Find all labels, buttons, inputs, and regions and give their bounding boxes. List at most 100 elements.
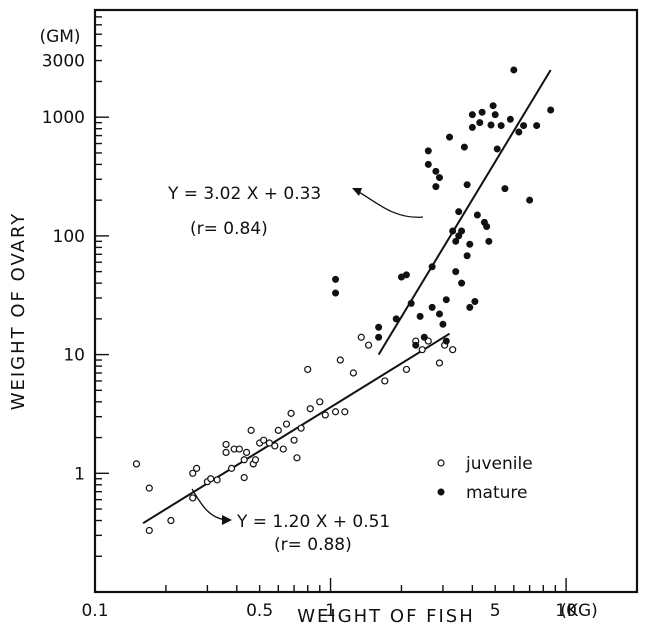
mature-point	[428, 263, 436, 271]
mature-point	[510, 66, 518, 74]
juvenile-point	[331, 408, 340, 416]
mature-point	[458, 279, 466, 287]
mature-point	[332, 275, 340, 283]
juvenile-point	[240, 473, 248, 482]
mature-point	[487, 121, 495, 129]
juvenile-point	[435, 359, 444, 367]
mature-point	[452, 268, 460, 276]
mature-point	[432, 183, 440, 191]
mature-point	[424, 160, 432, 168]
regression-r-juvenile: (r= 0.88)	[274, 535, 352, 555]
juvenile-point	[381, 377, 389, 385]
mature-point	[473, 211, 481, 219]
juvenile-point	[357, 333, 365, 341]
mature-point	[452, 237, 460, 245]
legend-marker-juvenile	[437, 459, 445, 467]
juvenile-point	[145, 484, 153, 492]
x-tick-label: 1	[325, 601, 336, 621]
legend-label-juvenile: juvenile	[465, 454, 533, 474]
x-axis-title: WEIGHT OF FISH	[297, 606, 475, 627]
mature-point	[497, 122, 505, 130]
juvenile-point	[222, 448, 230, 456]
juvenile-point	[235, 445, 243, 453]
regression-equation-mature: Y = 3.02 X + 0.33	[167, 184, 321, 204]
mature-point	[468, 111, 476, 119]
regression-r-mature: (r= 0.84)	[190, 219, 268, 239]
mature-point	[520, 122, 528, 130]
mature-point	[478, 108, 486, 116]
mature-point	[489, 102, 497, 110]
mature-point	[439, 320, 447, 328]
juvenile-point	[145, 526, 153, 535]
regression-equation-juvenile: Y = 1.20 X + 0.51	[236, 512, 390, 532]
mature-point	[491, 111, 499, 119]
mature-point	[375, 323, 383, 331]
mature-point	[526, 196, 534, 204]
regression-line-1	[377, 69, 552, 356]
x-tick-label: 0.5	[246, 601, 273, 621]
mature-point	[515, 128, 523, 136]
mature-point	[493, 145, 501, 153]
juvenile-point	[251, 456, 260, 464]
y-tick-label: 1000	[42, 108, 85, 128]
juvenile-point	[189, 469, 197, 477]
mature-point	[466, 240, 474, 248]
mature-point	[332, 289, 340, 297]
mature-point	[412, 341, 420, 349]
mature-point	[424, 147, 432, 155]
annotation-arrowhead-juvenile	[222, 515, 232, 525]
juvenile-point	[287, 409, 295, 417]
juvenile-point	[167, 516, 175, 525]
juvenile-point	[297, 424, 305, 432]
juvenile-point	[247, 426, 255, 434]
annotation-arrow-mature	[354, 189, 424, 218]
juvenile-point	[282, 420, 291, 428]
mature-point	[435, 174, 443, 182]
juvenile-point	[293, 454, 301, 462]
juvenile-point	[418, 346, 426, 354]
mature-point	[449, 227, 457, 235]
juvenile-point	[213, 476, 221, 484]
juvenile-point	[132, 460, 141, 468]
juvenile-point	[265, 439, 273, 447]
juvenile-point	[207, 475, 215, 483]
juvenile-point	[349, 369, 357, 377]
juvenile-point	[240, 456, 248, 464]
juvenile-point	[271, 442, 279, 450]
mature-point	[463, 252, 471, 260]
juvenile-point	[449, 346, 457, 354]
legend-label-mature: mature	[466, 483, 528, 503]
mature-point	[501, 185, 509, 193]
y-tick-label: 10	[63, 346, 85, 366]
x-tick-label: 10	[555, 601, 577, 621]
juvenile-point	[306, 405, 314, 413]
mature-point	[435, 310, 443, 318]
mature-point	[428, 303, 436, 311]
y-axis-title: WEIGHT OF OVARY	[8, 212, 29, 411]
mature-point	[476, 119, 484, 127]
mature-point	[547, 106, 555, 114]
mature-point	[407, 299, 415, 307]
juvenile-point	[341, 408, 349, 416]
juvenile-point	[193, 464, 201, 472]
mature-point	[432, 167, 440, 175]
mature-point	[402, 271, 410, 279]
x-tick-label: 0.1	[81, 601, 108, 621]
plot-frame	[93, 8, 639, 594]
mature-point	[446, 133, 454, 141]
y-tick-label: 1	[74, 464, 85, 484]
juvenile-point	[274, 426, 282, 434]
juvenile-point	[222, 440, 230, 449]
y-unit-label: (GM)	[39, 27, 80, 47]
mature-point	[483, 222, 491, 230]
mature-point	[468, 123, 476, 131]
juvenile-point	[321, 411, 329, 419]
mature-point	[442, 337, 450, 345]
juvenile-point	[316, 398, 324, 406]
mature-point	[442, 296, 450, 304]
mature-point	[458, 227, 466, 235]
x-tick-label: 5	[490, 601, 501, 621]
juvenile-point	[402, 365, 411, 374]
y-tick-label: 3000	[42, 52, 85, 72]
